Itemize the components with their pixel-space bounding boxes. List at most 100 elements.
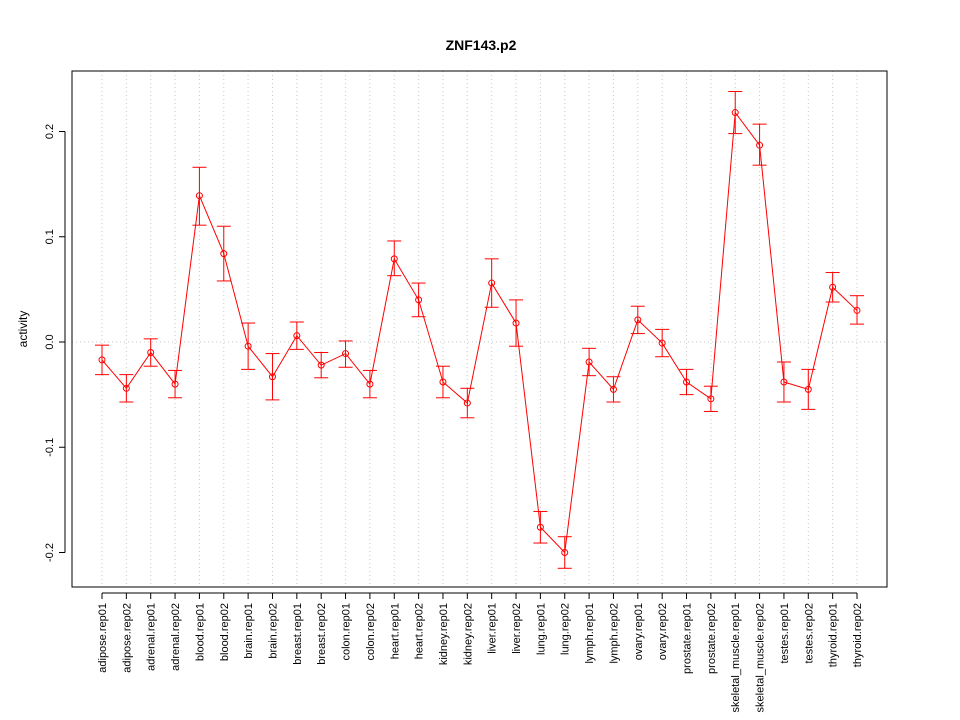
- data-point: [829, 283, 837, 291]
- y-axis: -0.2 -0.1 0.0 0.1 0.2: [44, 124, 66, 562]
- x-tick-label: skeletal_muscle.rep02: [755, 603, 767, 712]
- x-axis: adipose.rep01 adipose.rep02 adrenal.rep01 a…: [97, 592, 864, 712]
- error-bar: [484, 258, 499, 308]
- x-tick-label: blood.rep01: [194, 603, 206, 661]
- x-tick-label: testes.rep02: [803, 603, 815, 664]
- x-tick-label: thyroid.rep01: [828, 603, 840, 667]
- error-bar: [557, 536, 572, 569]
- error-bar: [362, 369, 377, 399]
- data-point: [658, 339, 666, 347]
- x-tick-label: prostate.rep01: [682, 603, 694, 674]
- data-point: [707, 395, 715, 403]
- x-tick-label: adipose.rep01: [97, 603, 109, 673]
- y-tick-label: -0.2: [44, 543, 56, 562]
- x-tick-label: brain.rep01: [243, 603, 255, 659]
- plot-frame: [71, 70, 888, 588]
- data-point: [463, 399, 471, 407]
- data-point: [488, 279, 496, 287]
- data-point: [609, 385, 617, 393]
- error-bar: [143, 338, 158, 367]
- data-point: [415, 296, 423, 304]
- error-bar: [606, 376, 621, 403]
- error-bar: [387, 240, 402, 277]
- x-tick-label: kidney.rep02: [462, 603, 474, 665]
- x-tick-label: lung.rep02: [560, 603, 572, 655]
- error-bar: [289, 321, 304, 350]
- error-bar: [265, 353, 280, 401]
- x-tick-label: brain.rep02: [267, 603, 279, 659]
- y-tick-label: 0.1: [44, 229, 56, 244]
- x-tick-label: adrenal.rep02: [170, 603, 182, 671]
- x-tick-label: prostate.rep02: [706, 603, 718, 674]
- data-point: [683, 378, 691, 386]
- error-bar: [655, 328, 670, 358]
- x-tick-label: breast.rep01: [292, 603, 304, 665]
- x-tick-label: colon.rep02: [365, 603, 377, 661]
- x-tick-label: ovary.rep02: [657, 603, 669, 660]
- x-tick-label: breast.rep02: [316, 603, 328, 665]
- x-tick-label: lymph.rep01: [584, 603, 596, 664]
- error-bar: [95, 344, 109, 376]
- x-tick-label: heart.rep01: [389, 603, 401, 659]
- x-tick-label: ovary.rep01: [633, 603, 645, 660]
- x-tick-label: lymph.rep02: [608, 603, 620, 664]
- x-tick-label: adrenal.rep01: [146, 603, 158, 671]
- x-tick-label: skeletal_muscle.rep01: [730, 603, 742, 712]
- data-point: [731, 109, 739, 117]
- series-group: [95, 91, 864, 569]
- data-point: [780, 378, 788, 386]
- error-bar: [825, 272, 840, 303]
- data-point: [122, 384, 130, 392]
- data-point: [98, 356, 106, 364]
- error-bar: [801, 368, 816, 410]
- error-bar: [850, 295, 864, 325]
- y-axis-label: activity: [16, 311, 30, 348]
- error-bar: [168, 369, 183, 399]
- error-bar: [703, 385, 718, 412]
- x-tick-label: liver.rep01: [487, 603, 499, 654]
- error-bar: [460, 387, 475, 419]
- x-tick-label: heart.rep02: [414, 603, 426, 659]
- series-line: [101, 111, 858, 554]
- data-point: [268, 373, 276, 381]
- series: [95, 91, 864, 569]
- error-bar: [582, 347, 597, 377]
- error-bar: [509, 299, 524, 347]
- data-point: [220, 250, 228, 258]
- data-point: [512, 319, 520, 327]
- data-point: [147, 349, 155, 357]
- error-bar: [241, 322, 256, 370]
- chart-title: ZNF143.p2: [446, 37, 517, 53]
- data-point: [244, 342, 252, 350]
- x-tick-label: blood.rep02: [219, 603, 231, 661]
- data-point: [561, 549, 569, 556]
- grid: [72, 71, 887, 587]
- data-point: [171, 380, 179, 388]
- y-tick-label: -0.1: [44, 438, 56, 457]
- data-point: [853, 306, 861, 314]
- x-tick-label: colon.rep01: [341, 603, 353, 661]
- error-bar: [679, 368, 694, 396]
- error-bar: [216, 225, 231, 282]
- data-point: [439, 378, 447, 386]
- error-bar: [192, 166, 207, 226]
- data-point: [585, 358, 593, 366]
- data-point: [366, 380, 374, 388]
- data-point: [756, 141, 764, 149]
- error-bar: [411, 282, 426, 318]
- data-point: [634, 316, 642, 324]
- data-point: [536, 523, 544, 531]
- y-tick-label: 0.2: [44, 124, 56, 139]
- error-bar: [119, 374, 134, 403]
- data-point: [390, 255, 398, 263]
- x-tick-label: kidney.rep01: [438, 603, 450, 665]
- error-bar: [314, 352, 329, 379]
- error-bar: [435, 365, 450, 399]
- data-point: [317, 361, 325, 369]
- error-bar: [630, 305, 645, 335]
- data-point: [342, 350, 350, 358]
- error-bar: [533, 510, 548, 544]
- error-bar: [776, 361, 791, 403]
